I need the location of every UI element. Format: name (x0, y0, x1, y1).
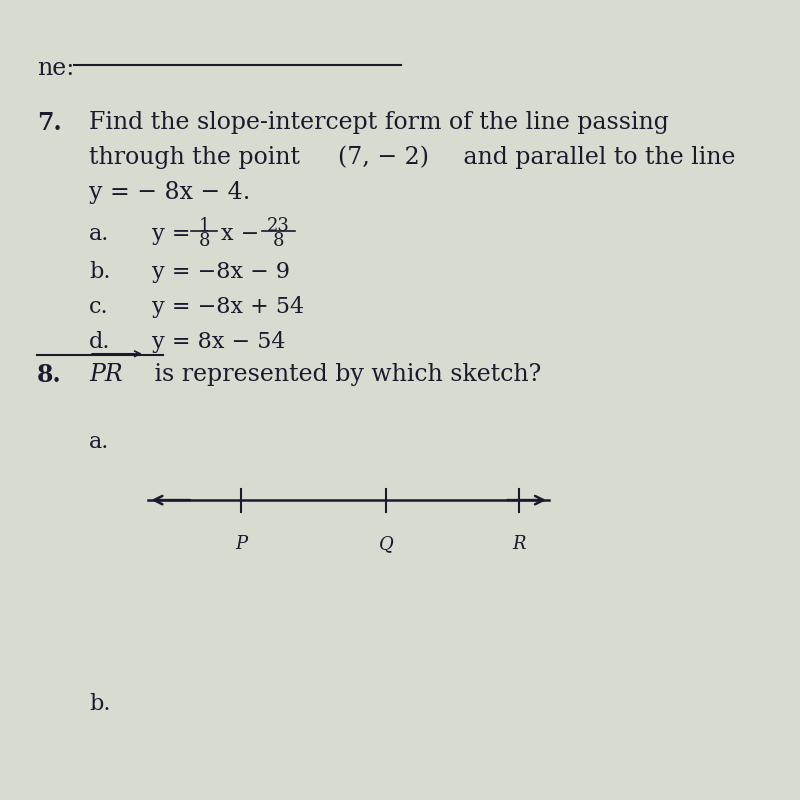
Text: x −: x − (221, 223, 266, 245)
Text: y = − 8x − 4.: y = − 8x − 4. (89, 181, 250, 203)
Text: 8: 8 (198, 232, 210, 250)
Text: y = −8x + 54: y = −8x + 54 (152, 296, 304, 318)
Text: y = 8x − 54: y = 8x − 54 (152, 330, 286, 353)
Text: d.: d. (89, 330, 110, 353)
Text: 8.: 8. (38, 363, 62, 387)
Text: y = −8x − 9: y = −8x − 9 (152, 262, 290, 283)
Text: c.: c. (89, 296, 109, 318)
Text: a.: a. (89, 223, 110, 245)
Text: b.: b. (89, 693, 110, 714)
Text: y =: y = (152, 223, 198, 245)
Text: 8: 8 (273, 232, 284, 250)
Text: is represented by which sketch?: is represented by which sketch? (147, 363, 542, 386)
Text: through the point: through the point (89, 146, 308, 169)
Text: b.: b. (89, 262, 110, 283)
Text: Find the slope-intercept form of the line passing: Find the slope-intercept form of the lin… (89, 111, 669, 134)
Text: ne:: ne: (38, 58, 74, 80)
Text: (7, − 2): (7, − 2) (338, 146, 429, 169)
Text: 1: 1 (198, 217, 210, 234)
Text: R: R (513, 534, 526, 553)
Text: 7.: 7. (38, 111, 62, 135)
Text: P: P (235, 534, 247, 553)
Text: a.: a. (89, 430, 110, 453)
Text: and parallel to the line: and parallel to the line (456, 146, 736, 169)
Text: PR: PR (89, 363, 122, 386)
Text: Q: Q (378, 534, 393, 553)
Text: 23: 23 (267, 217, 290, 234)
